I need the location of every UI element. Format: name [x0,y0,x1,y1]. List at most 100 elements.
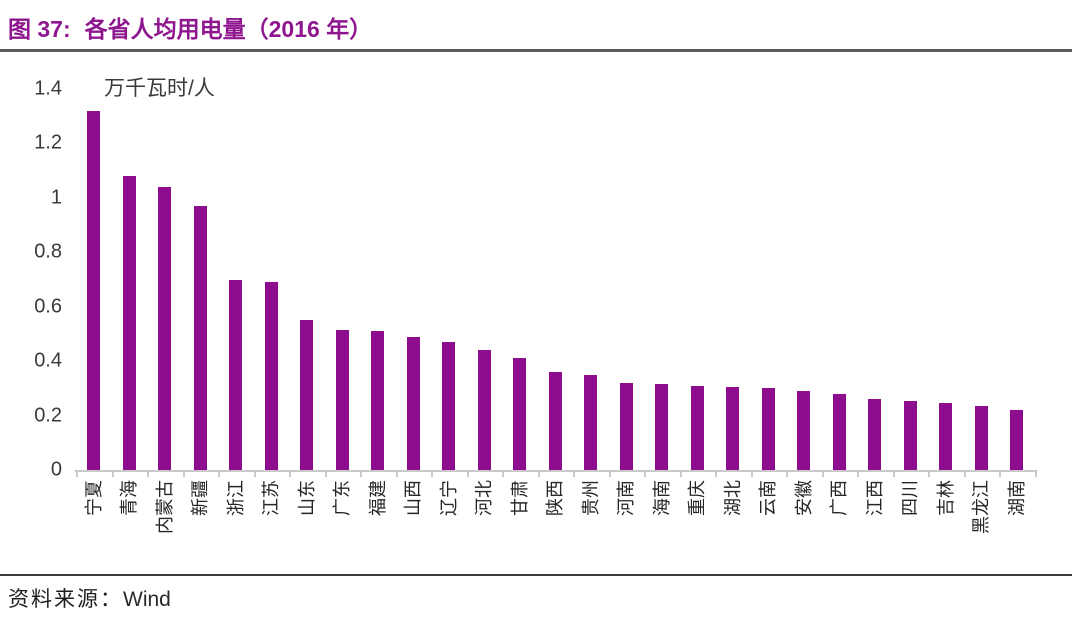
x-axis-tick [76,470,78,477]
x-axis-tick [963,470,966,477]
x-axis-tick [999,470,1001,477]
x-axis-tick [502,470,504,477]
x-tick-label: 青海 [119,480,140,516]
bar-吉林 [939,403,953,470]
x-tick-label: 广西 [829,480,850,516]
x-tick-label: 湖南 [1006,480,1027,516]
x-axis-tick [892,470,895,477]
x-axis-line [75,470,1035,472]
x-tick-label: 河北 [474,480,495,516]
y-tick-label: 0.4 [34,349,62,372]
source-label: 资料来源： [8,587,123,611]
x-axis-tick [857,470,859,477]
bar-四川 [903,400,917,470]
x-tick-label: 浙江 [225,480,246,516]
x-axis-tick [111,470,114,477]
title-divider [0,49,1072,52]
bar-湖北 [726,387,740,470]
x-axis-tick [218,470,220,477]
bar-海南 [655,384,669,470]
x-tick-label: 辽宁 [438,480,459,516]
x-axis-tick [750,470,753,477]
y-axis-unit-label: 万千瓦时/人 [104,77,215,100]
bar-重庆 [690,385,704,470]
bar-山西 [406,336,420,470]
x-tick-label: 河南 [616,480,637,516]
x-tick-label: 山东 [296,480,317,516]
x-axis-tick [928,470,930,477]
bar-云南 [761,388,775,470]
bar-陕西 [548,372,562,470]
bar-江西 [868,399,882,470]
x-tick-label: 云南 [758,480,779,516]
bar-福建 [371,331,385,470]
x-axis-tick [147,470,149,477]
x-axis-tick [289,470,291,477]
bar-宁夏 [87,110,101,470]
x-axis-tick [1034,470,1037,477]
x-tick-label: 海南 [651,480,672,516]
bar-黑龙江 [974,406,988,470]
bar-广西 [832,393,846,470]
bar-河北 [477,350,491,470]
x-tick-label: 贵州 [580,480,601,516]
x-axis-tick [360,470,362,477]
bar-贵州 [584,374,598,470]
x-axis-tick [608,470,611,477]
x-tick-label: 安徽 [793,480,814,516]
x-tick-label: 江西 [864,480,885,516]
y-tick-label: 0.8 [34,240,62,263]
x-axis-tick [715,470,717,477]
y-tick-label: 1.4 [34,77,62,100]
x-axis-tick [253,470,256,477]
x-axis-tick [821,470,824,477]
figure-title: 各省人均用电量（2016 年） [84,16,373,42]
x-tick-label: 福建 [367,480,388,516]
bar-内蒙古 [158,186,172,470]
x-tick-label: 新疆 [190,480,211,516]
y-tick-label: 1 [50,186,62,209]
x-axis-tick [573,470,575,477]
source-value: Wind [123,588,171,611]
footer-divider [0,574,1072,576]
source-note: 资料来源：Wind [8,583,171,613]
y-tick-label: 1.2 [34,131,62,154]
x-tick-label: 广东 [332,480,353,516]
x-axis-tick [182,470,185,477]
bar-广东 [335,329,349,470]
x-axis-tick [431,470,433,477]
x-axis-tick [466,470,469,477]
x-tick-label: 吉林 [935,480,956,516]
x-tick-label: 湖北 [722,480,743,516]
x-tick-label: 山西 [403,480,424,516]
x-tick-label: 黑龙江 [971,480,992,534]
x-tick-label: 甘肃 [509,480,530,516]
x-axis-tick [644,470,646,477]
bar-安徽 [797,391,811,470]
y-tick-label: 0.2 [34,404,62,427]
figure-number: 图 37: [8,16,71,42]
bar-青海 [122,176,136,470]
x-axis-labels: 宁夏 青海 内蒙古 新疆 浙江 江苏 山东 广东 福建 山西 辽宁 河北 甘肃 陕西 贵州 河南 海南 重庆 湖北云… [76,480,1035,585]
x-tick-label: 江苏 [261,480,282,516]
x-tick-label: 宁夏 [83,480,104,516]
bar-湖南 [1010,410,1024,470]
x-axis-tick [324,470,327,477]
plot-area [75,89,1037,477]
page-title: 图 37: 各省人均用电量（2016 年） [8,10,372,44]
x-axis-tick [395,470,398,477]
bar-河南 [619,382,633,470]
y-axis: 0 0.2 0.4 0.6 0.8 1 1.2 1.4 [0,78,62,481]
bar-江苏 [264,282,278,470]
x-tick-label: 四川 [900,480,921,516]
bar-辽宁 [442,342,456,470]
x-axis-tick [786,470,788,477]
x-tick-label: 重庆 [687,480,708,516]
x-axis-tick [537,470,540,477]
x-tick-label: 内蒙古 [154,480,175,534]
y-tick-label: 0.6 [34,295,62,318]
bar-浙江 [229,279,243,470]
y-tick-label: 0 [50,458,62,481]
x-tick-label: 陕西 [545,480,566,516]
